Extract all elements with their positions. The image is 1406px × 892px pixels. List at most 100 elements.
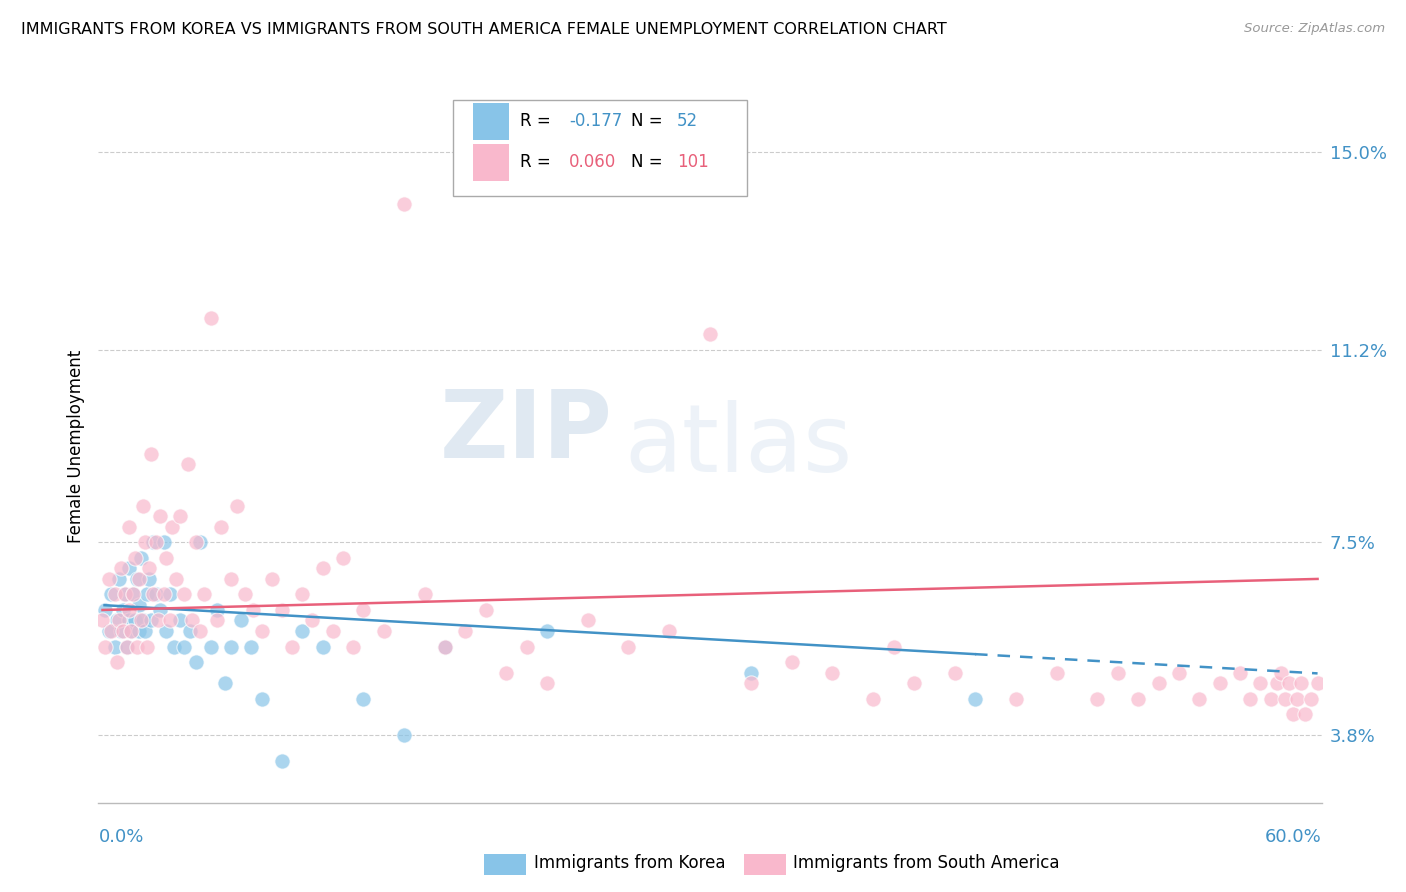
Point bbox=[1278, 676, 1301, 690]
Point bbox=[392, 728, 416, 742]
Point bbox=[373, 624, 395, 638]
Text: 0.0%: 0.0% bbox=[98, 828, 143, 846]
Point bbox=[160, 520, 183, 534]
Point bbox=[181, 614, 204, 628]
Point bbox=[1188, 691, 1211, 706]
Text: Immigrants from Korea: Immigrants from Korea bbox=[534, 855, 725, 872]
Text: Source: ZipAtlas.com: Source: ZipAtlas.com bbox=[1244, 22, 1385, 36]
Point bbox=[1301, 691, 1323, 706]
Point bbox=[118, 614, 141, 628]
Point bbox=[91, 614, 114, 628]
Point bbox=[163, 640, 186, 654]
Point bbox=[93, 640, 115, 654]
Point bbox=[413, 587, 436, 601]
Point bbox=[301, 614, 323, 628]
Point bbox=[226, 499, 249, 513]
Point bbox=[281, 640, 304, 654]
FancyBboxPatch shape bbox=[472, 144, 509, 181]
Point bbox=[1270, 665, 1292, 680]
Point bbox=[105, 655, 128, 669]
Point bbox=[118, 561, 141, 575]
Point bbox=[219, 640, 242, 654]
Point bbox=[114, 587, 136, 601]
Point bbox=[142, 587, 165, 601]
Point bbox=[536, 676, 558, 690]
Point bbox=[127, 640, 149, 654]
Point bbox=[1239, 691, 1261, 706]
Point bbox=[122, 587, 145, 601]
Point bbox=[177, 457, 200, 471]
Point bbox=[342, 640, 364, 654]
Point bbox=[231, 614, 253, 628]
Text: R =: R = bbox=[520, 112, 557, 130]
Point bbox=[179, 624, 201, 638]
Point bbox=[129, 551, 152, 566]
Point bbox=[152, 587, 174, 601]
Point bbox=[155, 551, 177, 566]
Point bbox=[186, 535, 208, 549]
Point bbox=[142, 535, 165, 549]
Text: atlas: atlas bbox=[624, 400, 852, 492]
Point bbox=[862, 691, 884, 706]
Point bbox=[242, 603, 264, 617]
Point bbox=[291, 587, 314, 601]
Point bbox=[270, 754, 294, 768]
Point bbox=[205, 603, 228, 617]
Point bbox=[138, 561, 160, 575]
Point bbox=[214, 676, 236, 690]
Point bbox=[352, 691, 374, 706]
Point bbox=[186, 655, 208, 669]
Point bbox=[188, 624, 212, 638]
Point bbox=[576, 614, 599, 628]
FancyBboxPatch shape bbox=[472, 103, 509, 140]
Point bbox=[454, 624, 477, 638]
FancyBboxPatch shape bbox=[453, 100, 747, 196]
Point bbox=[233, 587, 256, 601]
Point bbox=[332, 551, 354, 566]
Point bbox=[124, 551, 146, 566]
Text: 101: 101 bbox=[678, 153, 709, 171]
Y-axis label: Female Unemployment: Female Unemployment bbox=[66, 350, 84, 542]
Point bbox=[516, 640, 538, 654]
Text: N =: N = bbox=[630, 112, 668, 130]
Point bbox=[270, 603, 294, 617]
Point bbox=[188, 535, 212, 549]
Point bbox=[169, 614, 191, 628]
Point bbox=[128, 572, 150, 586]
Point bbox=[219, 572, 242, 586]
Point bbox=[260, 572, 283, 586]
Point bbox=[821, 665, 844, 680]
Point bbox=[1265, 676, 1288, 690]
Point bbox=[173, 587, 195, 601]
Point bbox=[134, 535, 156, 549]
Point bbox=[114, 587, 136, 601]
Point bbox=[159, 614, 181, 628]
Point bbox=[740, 665, 762, 680]
Point bbox=[138, 572, 160, 586]
Point bbox=[132, 614, 155, 628]
Point bbox=[115, 640, 138, 654]
Text: 60.0%: 60.0% bbox=[1265, 828, 1322, 846]
Text: 0.060: 0.060 bbox=[569, 153, 617, 171]
Point bbox=[118, 603, 141, 617]
Point bbox=[1004, 691, 1026, 706]
Point bbox=[1282, 707, 1305, 722]
Point bbox=[124, 614, 146, 628]
Point bbox=[149, 509, 172, 524]
Point bbox=[536, 624, 558, 638]
Point bbox=[110, 624, 132, 638]
Point bbox=[1045, 665, 1069, 680]
Point bbox=[205, 614, 228, 628]
Point bbox=[495, 665, 517, 680]
Point bbox=[173, 640, 195, 654]
Point bbox=[120, 624, 142, 638]
Point bbox=[120, 624, 142, 638]
Point bbox=[108, 614, 131, 628]
Point bbox=[105, 614, 128, 628]
Point bbox=[1306, 676, 1329, 690]
Point bbox=[110, 561, 132, 575]
Point bbox=[132, 499, 155, 513]
Point bbox=[136, 640, 159, 654]
Point bbox=[118, 520, 141, 534]
Point bbox=[145, 587, 167, 601]
